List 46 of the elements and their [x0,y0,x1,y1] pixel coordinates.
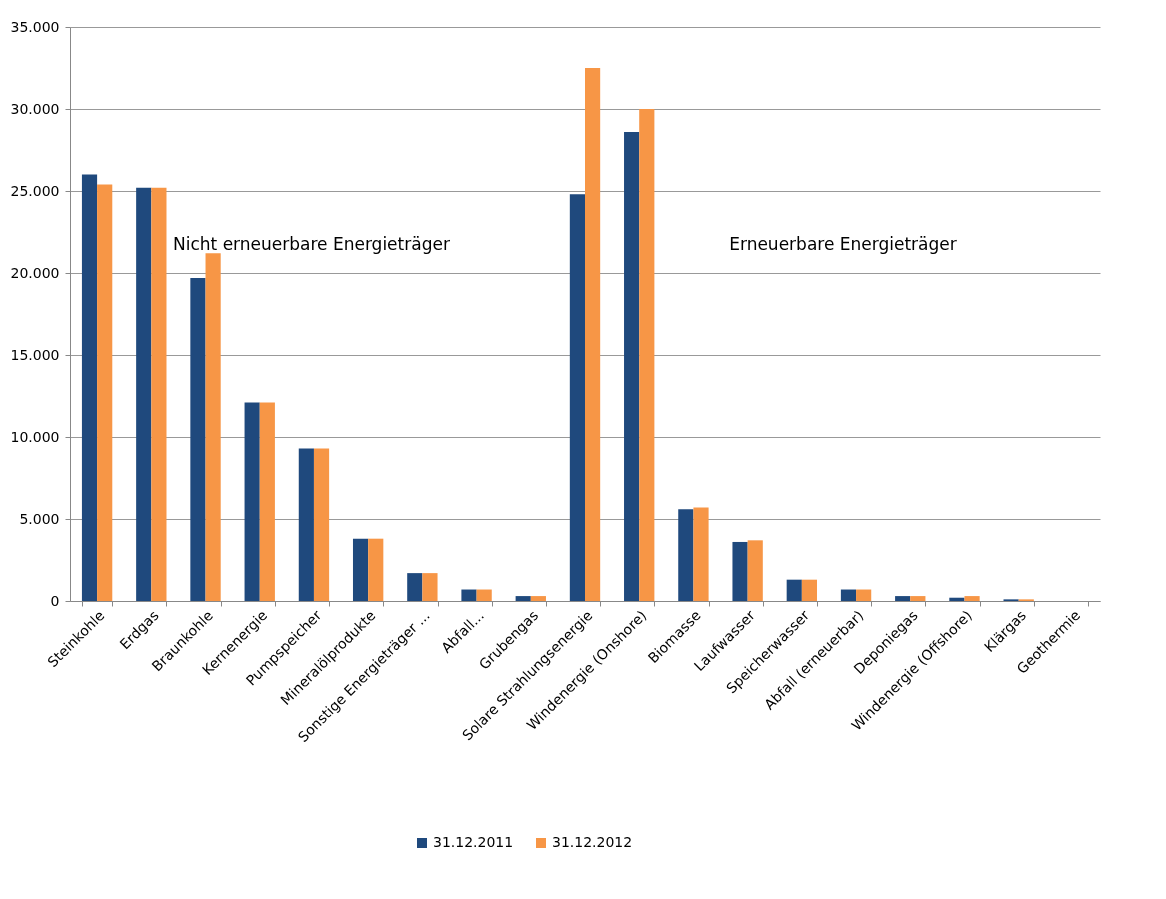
bar [515,596,531,601]
bar [639,109,655,601]
annotation: Erneuerbare Energieträger [729,234,957,255]
y-tick-label: 25.000 [10,182,60,199]
bar [244,402,260,601]
legend-label: 31.12.2011 [433,834,514,850]
bar [298,448,314,601]
bar [585,68,601,601]
bar [190,277,206,601]
y-tick-label: 5.000 [19,510,60,527]
bar [461,589,477,601]
bar [81,174,98,601]
bar [840,589,857,601]
legend-label: 31.12.2012 [552,834,633,850]
bar [530,596,546,601]
bar [949,597,965,601]
bar [747,540,763,601]
bar [205,253,221,601]
bar [856,589,872,601]
bar [313,448,330,601]
bar [407,573,423,601]
bar [910,596,926,601]
bar [569,194,585,601]
bar [786,579,802,601]
bar [732,541,748,601]
bar [624,131,640,601]
bar [352,538,369,601]
y-tick-label: 15.000 [10,346,60,363]
bar [801,579,818,601]
bar [151,187,167,601]
bar [964,596,980,601]
bar [422,573,438,601]
bar [693,507,709,601]
bar [476,589,492,601]
bar [368,538,384,601]
bar [136,187,152,601]
y-tick-label: 10.000 [10,428,60,445]
y-tick-label: 30.000 [10,100,60,117]
bar [97,184,113,601]
y-tick-label: 20.000 [10,264,60,281]
annotation: Nicht erneuerbare Energieträger [173,234,450,255]
bar [895,596,911,601]
y-tick-label: 0 [50,592,60,609]
bar [678,509,694,601]
bar [259,402,275,601]
y-tick-label: 35.000 [10,18,60,35]
